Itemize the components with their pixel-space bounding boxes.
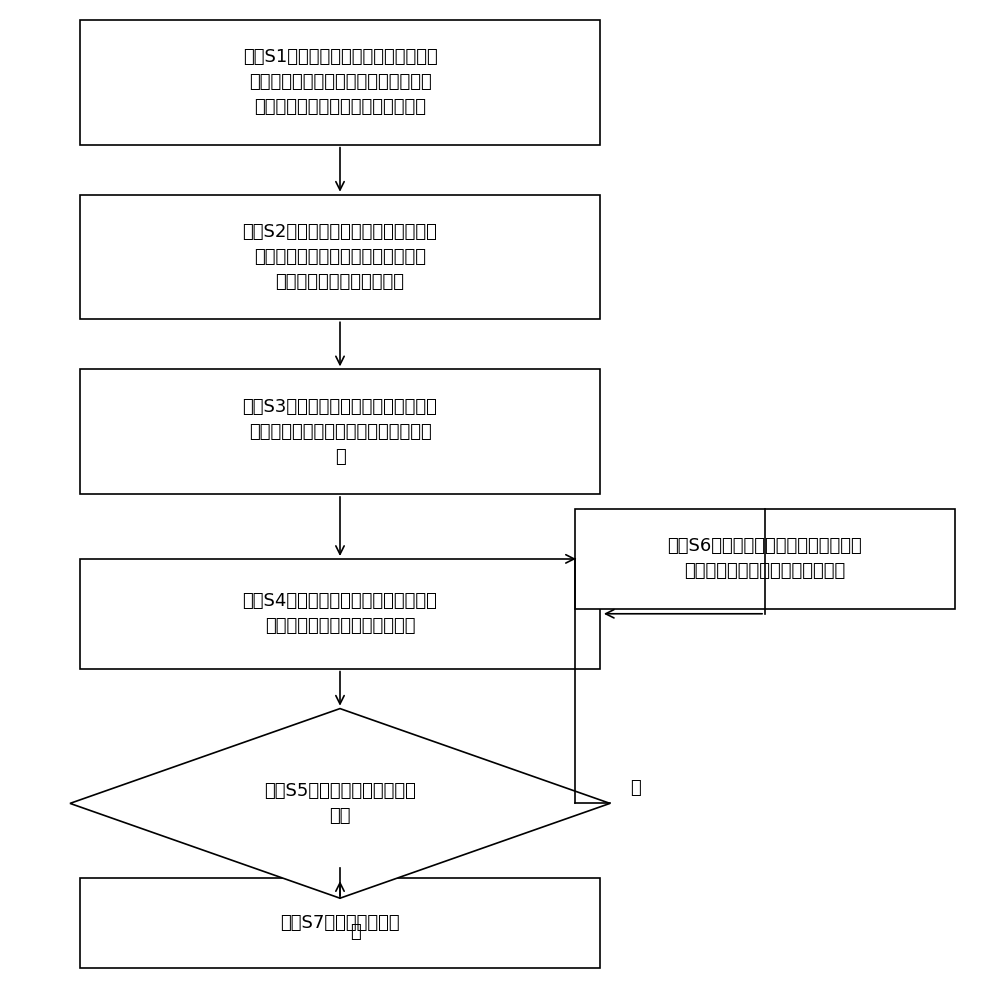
Text: 步骤S4，联络线族传输电量计算，利用
基础数据计算联络线族传输电量: 步骤S4，联络线族传输电量计算，利用 基础数据计算联络线族传输电量 <box>243 592 437 636</box>
Text: 步骤S1，对电网进行安全区划分，安全
区的数量及每一安全分区内的发电机数
量及系统负荷应保持在合理的范围内: 步骤S1，对电网进行安全区划分，安全 区的数量及每一安全分区内的发电机数 量及系… <box>243 48 437 117</box>
Text: 步骤S7，安全校核结束: 步骤S7，安全校核结束 <box>280 914 400 932</box>
FancyBboxPatch shape <box>80 20 600 145</box>
FancyBboxPatch shape <box>80 195 600 319</box>
FancyBboxPatch shape <box>80 878 600 968</box>
Text: 步骤S6，分区电量调整，根据校核结果
对各安全区机组发电计划进行调整: 步骤S6，分区电量调整，根据校核结果 对各安全区机组发电计划进行调整 <box>668 537 862 581</box>
Text: 步骤S2，基础数据的准备，采集安全区
计划电量、安全区与其他地区交互电
量、安全区预测电量等数据: 步骤S2，基础数据的准备，采集安全区 计划电量、安全区与其他地区交互电 量、安全… <box>243 223 437 291</box>
Text: 是: 是 <box>630 779 641 797</box>
FancyBboxPatch shape <box>80 559 600 669</box>
Text: 否: 否 <box>350 923 360 941</box>
Text: 步骤S5，判断是否存在越限情
况？: 步骤S5，判断是否存在越限情 况？ <box>264 781 416 825</box>
FancyBboxPatch shape <box>575 509 955 609</box>
Polygon shape <box>70 709 610 898</box>
FancyBboxPatch shape <box>80 369 600 494</box>
Text: 步骤S3，联络线族限值确定，根据当地
电网实际情况，设定合理的联络线族限
值: 步骤S3，联络线族限值确定，根据当地 电网实际情况，设定合理的联络线族限 值 <box>243 397 437 466</box>
